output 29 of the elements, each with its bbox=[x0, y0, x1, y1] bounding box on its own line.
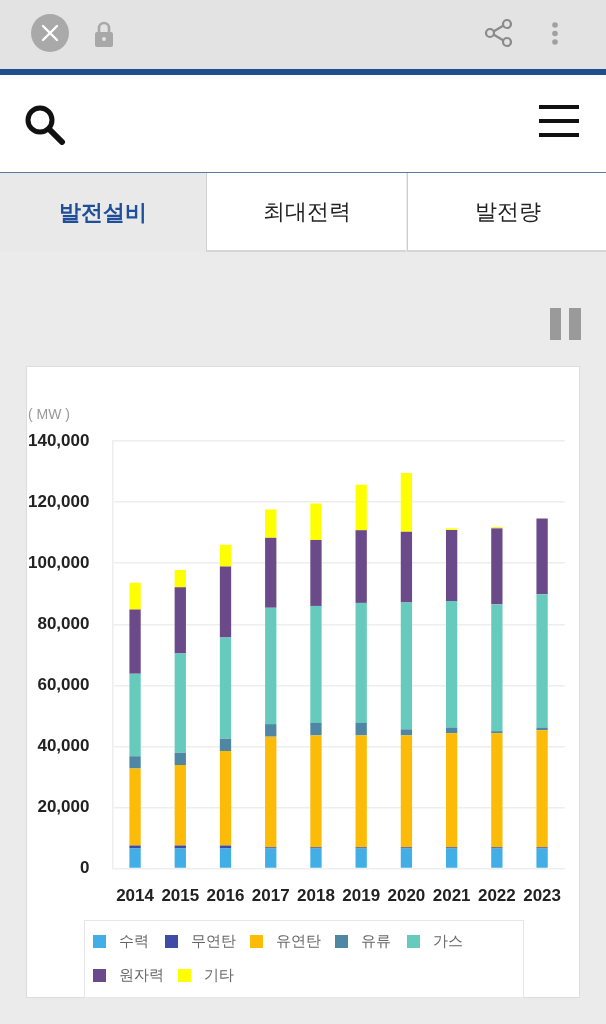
legend-label: 가스 bbox=[433, 931, 463, 951]
x-tick-label: 2018 bbox=[297, 886, 335, 906]
x-tick-label: 2021 bbox=[432, 886, 471, 906]
legend-label: 기타 bbox=[204, 965, 234, 985]
x-tick-label: 2022 bbox=[477, 886, 516, 906]
y-tick-label: 80,000 bbox=[37, 613, 90, 633]
y-tick-label: 60,000 bbox=[37, 675, 90, 695]
text: 발전량 bbox=[407, 173, 606, 252]
legend-label: 유류 bbox=[361, 931, 391, 951]
x-tick-label: 2016 bbox=[206, 886, 245, 906]
x-tick-label: 2014 bbox=[116, 886, 155, 906]
y-tick-label: 100,000 bbox=[28, 552, 90, 572]
legend-label: 유연탄 bbox=[276, 931, 321, 951]
legend-label: 수력 bbox=[119, 931, 149, 951]
y-axis-title: ( MW ) bbox=[28, 405, 70, 423]
text: 최대전력 bbox=[206, 173, 406, 252]
y-tick-label: 120,000 bbox=[28, 491, 90, 511]
x-tick-label: 2015 bbox=[161, 886, 200, 906]
x-tick-label: 2019 bbox=[342, 886, 381, 906]
x-tick-label: 2020 bbox=[387, 886, 426, 906]
y-tick-label: 0 bbox=[79, 858, 90, 878]
x-tick-label: 2023 bbox=[523, 886, 561, 906]
y-tick-label: 20,000 bbox=[37, 797, 90, 817]
y-tick-label: 140,000 bbox=[28, 430, 90, 450]
legend-label: 무연탄 bbox=[191, 931, 236, 951]
y-tick-label: 40,000 bbox=[37, 736, 90, 756]
chart-title: 발전설비 bbox=[0, 173, 205, 252]
legend-label: 원자력 bbox=[119, 965, 164, 985]
x-tick-label: 2017 bbox=[251, 886, 290, 906]
